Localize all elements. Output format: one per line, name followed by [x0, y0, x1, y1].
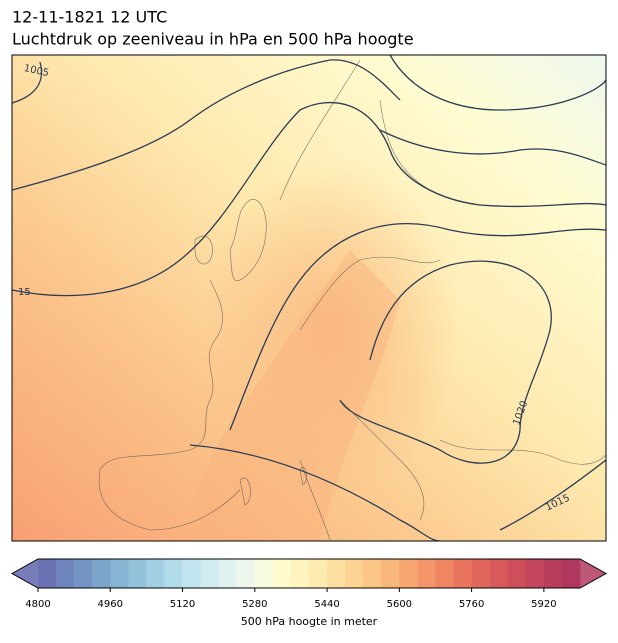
- colorbar-segment: [417, 559, 436, 588]
- colorbar-segment: [507, 559, 527, 588]
- colorbar-segment: [363, 559, 382, 588]
- colorbar-segment: [309, 559, 328, 588]
- colorbar-tick-label: 5760: [459, 599, 484, 610]
- colorbar-tick-label: 5920: [531, 599, 556, 610]
- colorbar-segment: [327, 559, 346, 588]
- subtitle: Luchtdruk op zeeniveau in hPa en 500 hPa…: [12, 30, 414, 49]
- colorbar-segment: [92, 559, 111, 588]
- colorbar-segment: [236, 559, 256, 588]
- coastlines: [98, 59, 606, 541]
- colorbar-segment: [128, 559, 147, 588]
- contour-label: 1005: [23, 63, 50, 79]
- colorbar-segment: [254, 559, 274, 588]
- contour-label: 15: [18, 287, 31, 298]
- colorbar-segment: [345, 559, 364, 588]
- colorbar-segment: [74, 559, 93, 588]
- colorbar-segment: [200, 559, 219, 588]
- colorbar-segment: [489, 559, 509, 588]
- colorbar-extend-low: [12, 559, 38, 588]
- colorbar-tick-label: 5120: [170, 599, 195, 610]
- colorbar-segment: [218, 559, 238, 588]
- colorbar-segment: [381, 559, 400, 588]
- colorbar-segment: [110, 559, 129, 588]
- colorbar-segment: [182, 559, 201, 588]
- height-field: [200, 160, 460, 500]
- colorbar-segment: [164, 559, 183, 588]
- colorbar-label: 500 hPa hoogte in meter: [241, 615, 378, 628]
- colorbar-segment: [146, 559, 165, 588]
- map: 1005 15 1020 1015: [12, 55, 606, 541]
- colorbar-segment: [453, 559, 472, 588]
- height-field: [180, 250, 400, 541]
- colorbar-segment: [561, 559, 581, 588]
- colorbar-tick-label: 5600: [387, 599, 412, 610]
- colorbar-segment: [56, 559, 75, 588]
- colorbar-tick-label: 5280: [242, 599, 267, 610]
- colorbar-segment: [525, 559, 545, 588]
- colorbar-segment: [435, 559, 454, 588]
- colorbar-segment: [38, 559, 57, 588]
- colorbar-segment: [272, 559, 292, 588]
- colorbar: 4800 4960 5120 5280 5440 5600 5760 5920: [10, 558, 608, 610]
- colorbar-segment: [543, 559, 563, 588]
- map-frame: [11, 54, 607, 542]
- colorbar-segment: [290, 559, 310, 588]
- colorbar-tick-label: 4800: [25, 599, 50, 610]
- colorbar-tick-label: 4960: [98, 599, 123, 610]
- colorbar-segment: [399, 559, 418, 588]
- pressure-contours: [12, 55, 606, 541]
- colorbar-segment: [471, 559, 490, 588]
- title: 12-11-1821 12 UTC: [12, 8, 167, 27]
- colorbar-extend-high: [580, 559, 606, 588]
- colorbar-tick-label: 5440: [314, 599, 339, 610]
